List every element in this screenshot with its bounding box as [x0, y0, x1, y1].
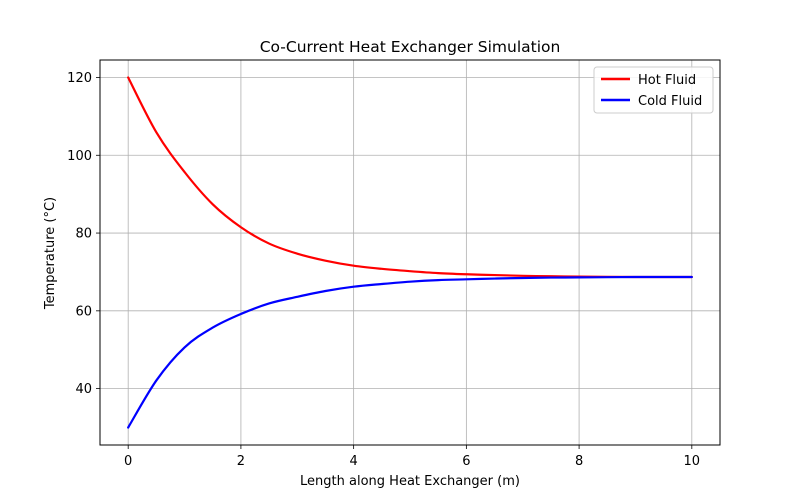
y-tick-label: 80	[75, 227, 92, 242]
chart-title: Co-Current Heat Exchanger Simulation	[260, 38, 561, 56]
plot-area	[100, 60, 720, 445]
x-tick-label: 0	[124, 454, 132, 469]
series-lines	[127, 76, 693, 429]
legend: Hot Fluid Cold Fluid	[593, 66, 714, 114]
series-cold-fluid-line	[127, 275, 693, 429]
y-tick-label: 60	[75, 304, 92, 319]
y-tick-label: 40	[75, 382, 92, 397]
x-tick-label: 4	[349, 454, 357, 469]
plot-frame	[99, 59, 721, 446]
legend-label-hot-fluid: Hot Fluid	[638, 73, 696, 88]
y-tick-label: 100	[67, 149, 92, 164]
x-tick-label: 8	[575, 454, 583, 469]
x-tick-label: 6	[462, 454, 470, 469]
y-tick-label: 120	[67, 71, 92, 86]
y-axis-label: Temperature (°C)	[43, 197, 58, 310]
y-axis-ticks: 40 60 80 100 120	[67, 71, 100, 397]
legend-label-cold-fluid: Cold Fluid	[638, 94, 702, 109]
x-axis-ticks: 0 2 4 6 8 10	[124, 445, 700, 469]
x-tick-label: 10	[684, 454, 701, 469]
x-axis-label: Length along Heat Exchanger (m)	[300, 474, 520, 489]
x-tick-label: 2	[237, 454, 245, 469]
